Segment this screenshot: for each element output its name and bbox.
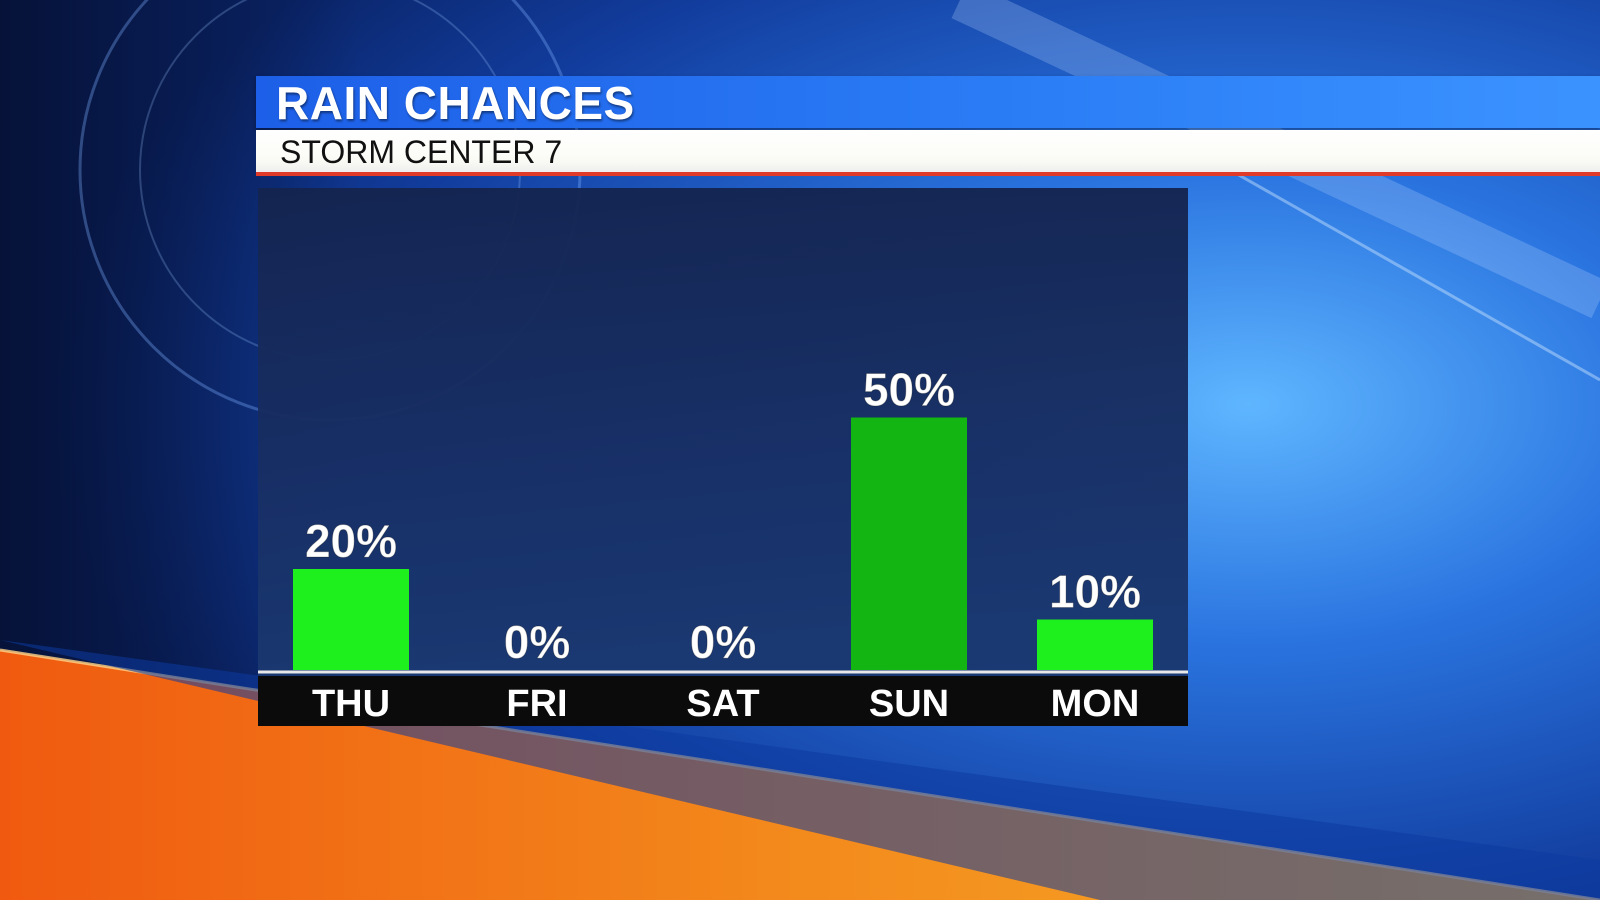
category-label-mon: MON — [1051, 683, 1140, 725]
value-label-mon: 10% — [1049, 566, 1141, 618]
value-label-fri: 0% — [504, 616, 570, 668]
page-subtitle: STORM CENTER 7 — [280, 134, 563, 170]
value-label-thu: 20% — [305, 515, 397, 567]
value-label-sat: 0% — [690, 616, 756, 668]
category-label-fri: FRI — [506, 683, 567, 725]
category-label-thu: THU — [312, 683, 390, 725]
category-label-sun: SUN — [869, 683, 949, 725]
rain-chance-chart: 20% THU 0% FRI 0% SAT 50% SUN 10% MON — [258, 363, 1188, 726]
bar-thu — [293, 569, 409, 670]
bar-sun — [851, 417, 967, 670]
category-label-sat: SAT — [686, 683, 759, 725]
title-bar — [256, 76, 1600, 128]
x-axis-strip — [258, 676, 1188, 726]
value-label-sun: 50% — [863, 364, 955, 416]
page-title: RAIN CHANCES — [276, 77, 635, 129]
subtitle-bar — [256, 130, 1600, 176]
chart-panel — [258, 188, 1188, 726]
bar-mon — [1037, 619, 1153, 670]
